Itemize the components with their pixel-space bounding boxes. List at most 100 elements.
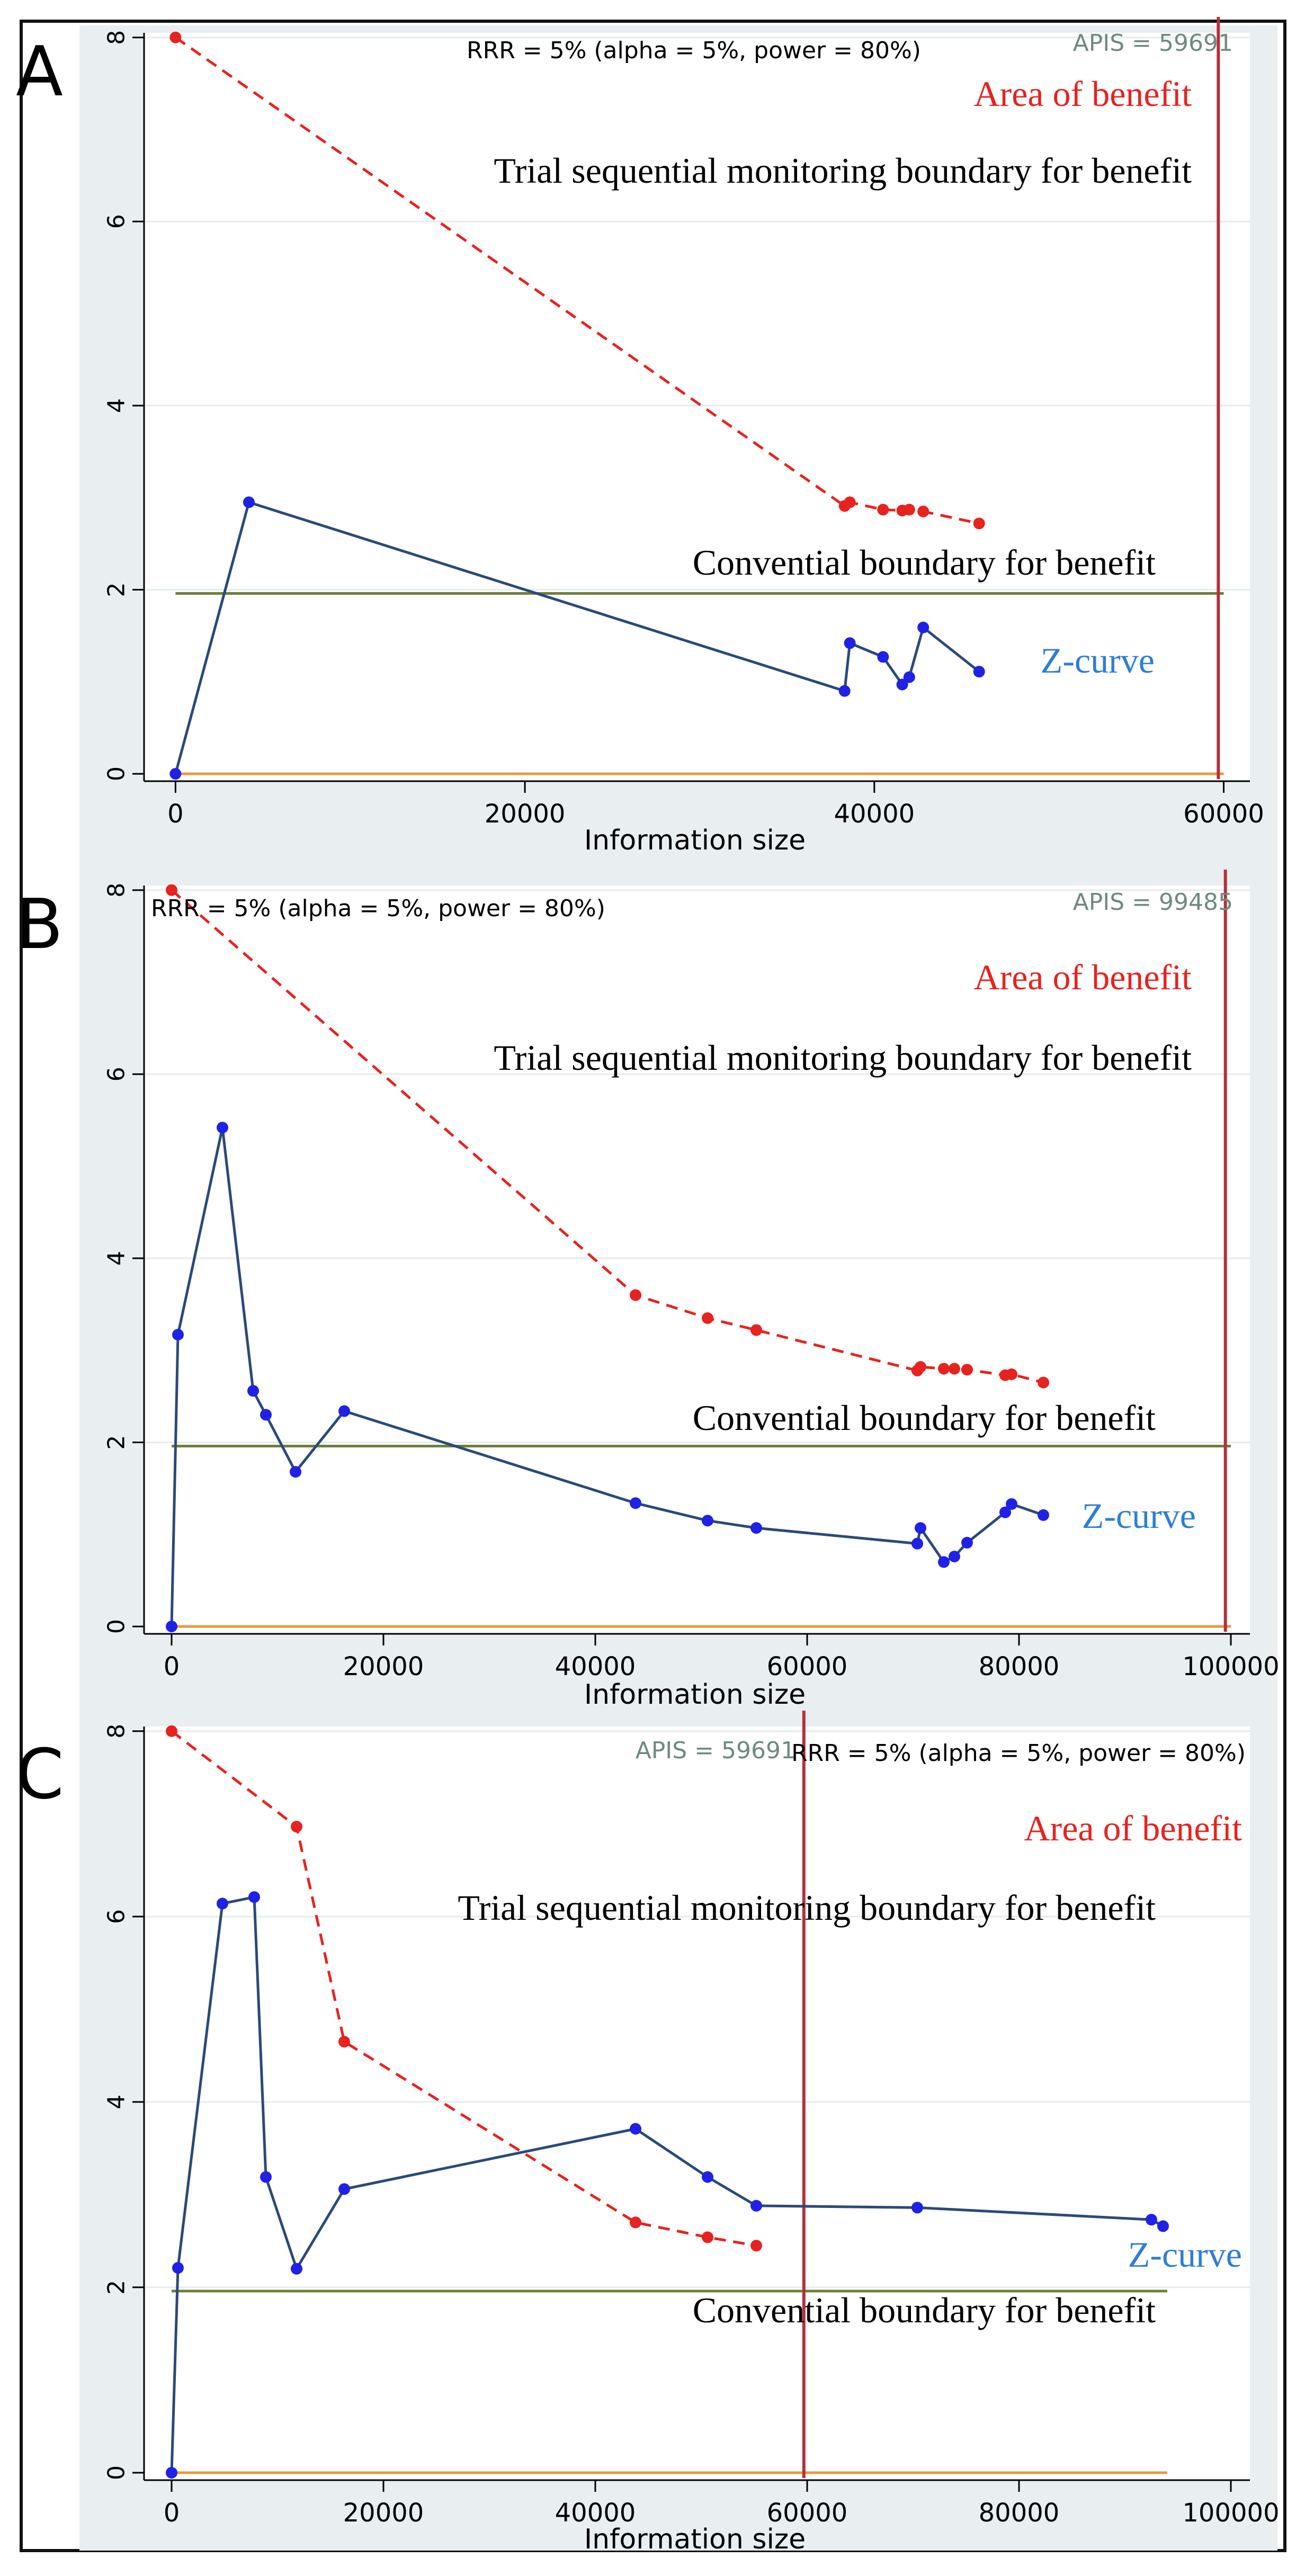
zcurve-point xyxy=(973,666,985,678)
conventional-boundary-label: Convential boundary for benefit xyxy=(693,2290,1156,2330)
zcurve-point xyxy=(1038,1509,1049,1521)
zcurve-point xyxy=(290,1466,301,1478)
x-tick-label: 80000 xyxy=(979,2498,1060,2528)
tsmb-point xyxy=(338,2036,350,2048)
tsmb-point xyxy=(750,1324,762,1336)
x-tick-label: 60000 xyxy=(767,1652,848,1681)
zcurve-point xyxy=(260,2171,272,2183)
tsmb-point xyxy=(917,505,929,517)
plot-area xyxy=(144,33,1250,781)
zcurve-point xyxy=(338,1405,350,1417)
rrr-label: RRR = 5% (alpha = 5%, power = 80%) xyxy=(151,895,605,922)
area-of-benefit-label: Area of benefit xyxy=(973,74,1192,114)
rrr-label: RRR = 5% (alpha = 5%, power = 80%) xyxy=(467,37,921,64)
tsmb-series-line xyxy=(174,36,980,525)
x-axis-label: Information size xyxy=(584,825,806,856)
y-tick-label: 4 xyxy=(103,398,130,413)
panel-letter: C xyxy=(16,1734,64,1814)
y-tick-label: 0 xyxy=(103,1619,130,1634)
y-tick-label: 6 xyxy=(103,214,130,229)
tsmb-point xyxy=(915,1361,926,1373)
tsmb-point xyxy=(844,496,856,508)
panel-a: 0 2 4 6 8 0 20000 40000 60000 Information size RRR… xyxy=(16,17,1277,858)
tsmb-point xyxy=(166,884,177,896)
zcurve-point xyxy=(217,1122,228,1134)
x-axis-label: Information size xyxy=(584,1679,806,1711)
x-tick-label: 40000 xyxy=(834,799,915,829)
conventional-boundary-label: Convential boundary for benefit xyxy=(693,1398,1156,1438)
y-tick-label: 8 xyxy=(103,30,130,45)
tsmb-point xyxy=(1038,1376,1049,1389)
x-tick-label: 100000 xyxy=(1182,2498,1279,2528)
zcurve-point xyxy=(702,2171,713,2183)
zcurve-point xyxy=(750,1522,762,1534)
x-tick-label: 100000 xyxy=(1182,1652,1279,1681)
zcurve-point xyxy=(243,496,255,508)
x-tick-label: 20000 xyxy=(343,2498,424,2528)
y-tick-label: 2 xyxy=(103,582,130,597)
tsmb-point xyxy=(938,1363,950,1375)
zcurve-point xyxy=(1146,2214,1157,2226)
zcurve-point xyxy=(911,1537,923,1550)
zcurve-point xyxy=(172,2262,184,2274)
zcurve-point xyxy=(911,2202,923,2214)
x-tick-label: 0 xyxy=(164,2498,180,2528)
tsmb-point xyxy=(903,504,915,516)
zcurve-point xyxy=(702,1515,713,1527)
tsmb-point xyxy=(1006,1368,1017,1380)
x-tick-label: 80000 xyxy=(979,1652,1060,1681)
zcurve-point xyxy=(999,1506,1011,1518)
y-tick-label: 4 xyxy=(103,1251,130,1266)
zcurve-point xyxy=(1157,2220,1169,2232)
zcurve-series-line xyxy=(170,1127,1044,1627)
zcurve-point xyxy=(247,1385,259,1397)
zcurve-point xyxy=(630,2123,641,2135)
zcurve-point xyxy=(172,1329,184,1341)
zcurve-point xyxy=(961,1536,973,1549)
tsmb-point xyxy=(166,1725,177,1737)
tsmb-point xyxy=(750,2240,762,2252)
zcurve-label: Z-curve xyxy=(1128,2234,1242,2275)
zcurve-point xyxy=(169,768,182,780)
apis-label: APIS = 99485 xyxy=(1073,889,1233,916)
conventional-boundary-label: Convential boundary for benefit xyxy=(693,542,1156,583)
zcurve-point xyxy=(844,637,856,649)
tsmb-point xyxy=(169,31,182,43)
zcurve-point xyxy=(917,621,929,633)
tsmb-point xyxy=(961,1364,973,1376)
zcurve-point xyxy=(166,2466,177,2479)
x-tick-label: 20000 xyxy=(485,799,566,829)
zcurve-point xyxy=(630,1497,641,1509)
area-of-benefit-label: Area of benefit xyxy=(1024,1808,1242,1848)
tsmb-series-line xyxy=(171,1730,757,2247)
panel-letter: B xyxy=(16,884,63,964)
area-of-benefit-label: Area of benefit xyxy=(973,957,1192,997)
tsmb-label: Trial sequential monitoring boundary for… xyxy=(494,1037,1192,1078)
tsmb-point xyxy=(630,1289,641,1301)
tsmb-point xyxy=(630,2216,641,2229)
x-tick-label: 60000 xyxy=(767,2498,848,2528)
zcurve-point xyxy=(338,2183,350,2195)
zcurve-point xyxy=(838,685,851,697)
zcurve-point xyxy=(877,651,889,663)
y-tick-label: 0 xyxy=(103,2465,130,2480)
zcurve-point xyxy=(1006,1498,1017,1510)
tsmb-label: Trial sequential monitoring boundary for… xyxy=(494,150,1192,191)
x-tick-label: 40000 xyxy=(555,2498,636,2528)
zcurve-label: Z-curve xyxy=(1082,1496,1196,1536)
tsmb-point xyxy=(702,1312,713,1324)
panel-letter: A xyxy=(16,31,63,112)
zcurve-point xyxy=(248,1891,260,1903)
zcurve-point xyxy=(217,1898,228,1910)
x-tick-label: 40000 xyxy=(555,1652,636,1681)
tsmb-label: Trial sequential monitoring boundary for… xyxy=(458,1888,1156,1928)
plot-area xyxy=(144,885,1250,1634)
zcurve-point xyxy=(903,671,915,683)
zcurve-point xyxy=(291,2262,302,2275)
panel-b: 0 2 4 6 8 0 20000 40000 60000 80000 100000 Informat… xyxy=(16,858,1280,1711)
apis-label: APIS = 59691 xyxy=(1073,30,1233,57)
x-axis-label: Information size xyxy=(584,2524,806,2555)
rrr-label: RRR = 5% (alpha = 5%, power = 80%) xyxy=(791,1740,1246,1767)
zcurve-point xyxy=(949,1551,960,1563)
